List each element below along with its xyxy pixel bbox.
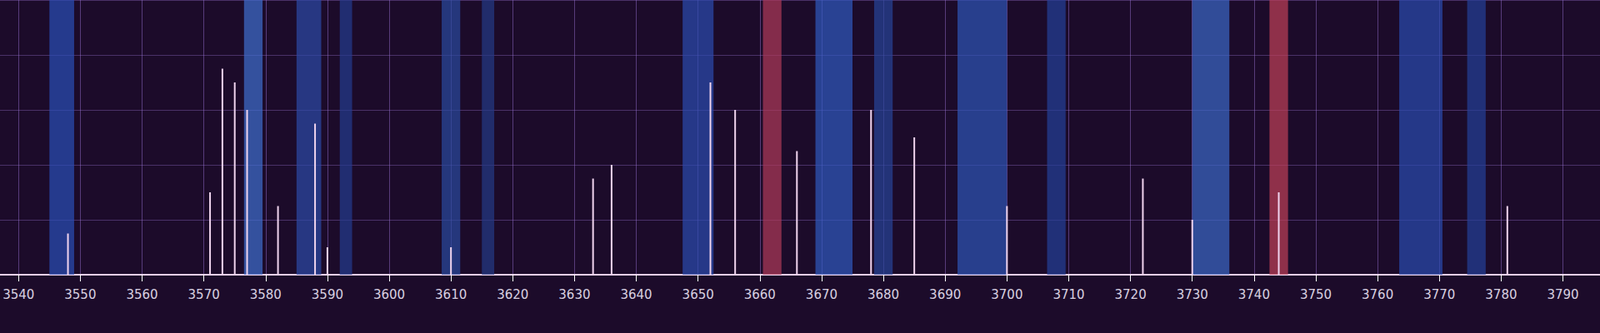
svg-text:3710: 3710	[1052, 287, 1085, 303]
svg-text:3590: 3590	[311, 287, 344, 303]
svg-text:3600: 3600	[373, 287, 405, 303]
svg-text:3770: 3770	[1423, 287, 1455, 303]
svg-text:3750: 3750	[1300, 287, 1332, 303]
svg-text:3580: 3580	[250, 287, 282, 303]
svg-text:3680: 3680	[867, 287, 900, 303]
svg-text:3760: 3760	[1361, 287, 1394, 303]
svg-text:3620: 3620	[496, 287, 529, 303]
svg-text:3670: 3670	[805, 287, 838, 303]
svg-text:3690: 3690	[929, 287, 961, 303]
svg-text:3780: 3780	[1485, 287, 1517, 303]
svg-text:3730: 3730	[1176, 287, 1209, 303]
svg-text:3640: 3640	[620, 287, 652, 303]
svg-text:3700: 3700	[990, 287, 1023, 303]
svg-text:3630: 3630	[558, 287, 590, 303]
svg-text:3740: 3740	[1238, 287, 1270, 303]
svg-text:3550: 3550	[64, 287, 96, 303]
svg-text:3540: 3540	[2, 287, 35, 303]
svg-text:3610: 3610	[435, 287, 467, 303]
svg-text:3650: 3650	[682, 287, 715, 303]
svg-text:3660: 3660	[744, 287, 776, 303]
svg-text:3560: 3560	[125, 287, 158, 303]
svg-text:3570: 3570	[188, 287, 220, 303]
svg-text:3720: 3720	[1115, 287, 1147, 303]
svg-text:3790: 3790	[1546, 287, 1579, 303]
